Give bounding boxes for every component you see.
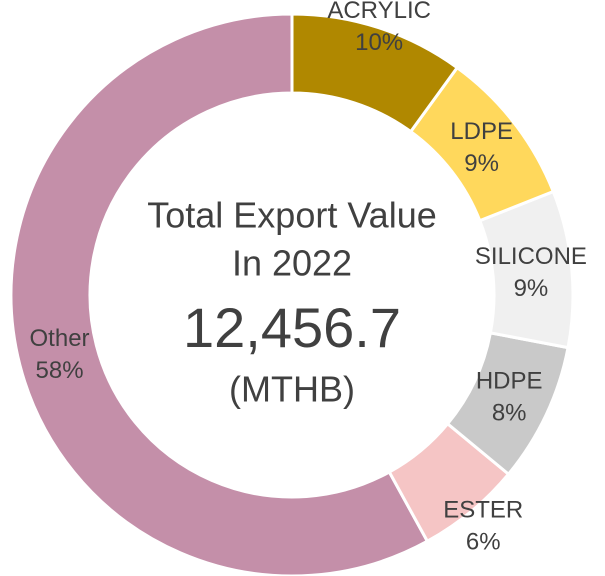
donut-slice xyxy=(408,65,556,223)
slice-value-label: 10% xyxy=(355,29,403,56)
slice-value-label: 9% xyxy=(514,275,549,302)
slice-label: Other xyxy=(30,325,90,352)
donut-slice xyxy=(290,12,460,134)
slice-label: ACRYLIC xyxy=(327,0,431,24)
center-title: Total Export Value xyxy=(147,195,437,236)
donut-slice xyxy=(9,12,430,576)
slice-label: ESTER xyxy=(443,496,523,523)
slice-value-label: 58% xyxy=(36,357,84,384)
slice-label: LDPE xyxy=(450,118,513,145)
donut-slice xyxy=(387,421,511,544)
center-subtitle: In 2022 xyxy=(232,243,352,284)
slice-value-label: 6% xyxy=(466,528,501,555)
center-unit: (MTHB) xyxy=(229,369,355,410)
donut-slice xyxy=(477,189,575,350)
donut-slice xyxy=(445,331,570,477)
slice-value-label: 9% xyxy=(464,150,499,177)
slice-label: SILICONE xyxy=(475,243,587,270)
slice-value-label: 8% xyxy=(492,400,527,427)
slice-label: HDPE xyxy=(476,368,543,395)
center-total: 12,456.7 xyxy=(183,296,401,359)
